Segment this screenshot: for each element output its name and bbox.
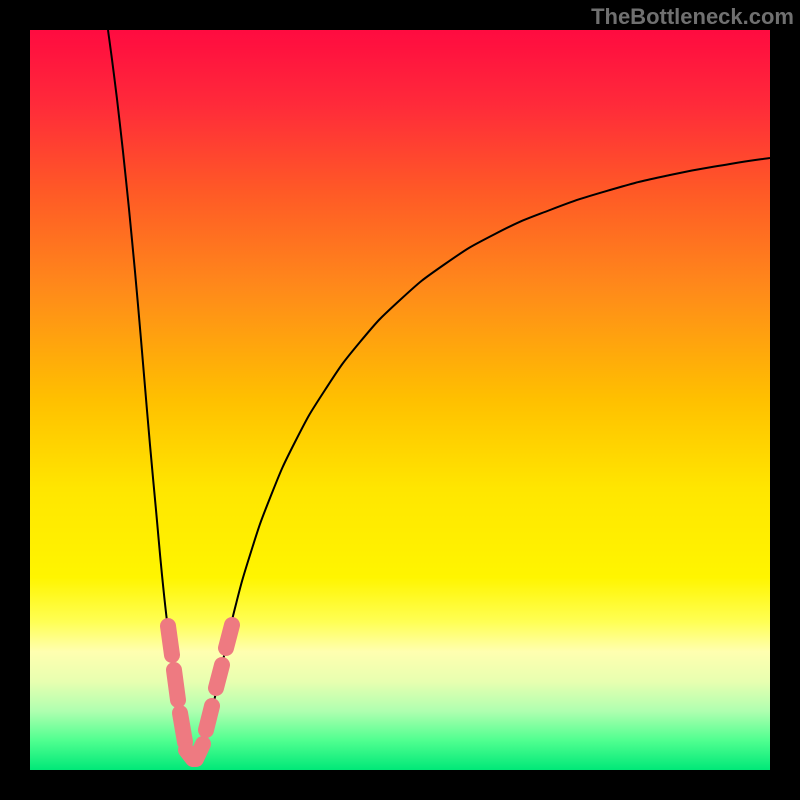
watermark-text: TheBottleneck.com xyxy=(591,4,794,30)
marker-segment xyxy=(226,625,232,648)
bottleneck-curve xyxy=(30,30,770,770)
marker-segment xyxy=(206,706,212,730)
marker-segment xyxy=(180,713,185,742)
marker-overlay xyxy=(168,625,232,759)
marker-segment xyxy=(216,665,222,688)
marker-segment xyxy=(196,744,203,759)
marker-segment xyxy=(174,670,178,700)
curve-right-branch xyxy=(198,158,770,758)
plot-area xyxy=(30,30,770,770)
chart-container: TheBottleneck.com xyxy=(0,0,800,800)
marker-segment xyxy=(168,626,172,655)
